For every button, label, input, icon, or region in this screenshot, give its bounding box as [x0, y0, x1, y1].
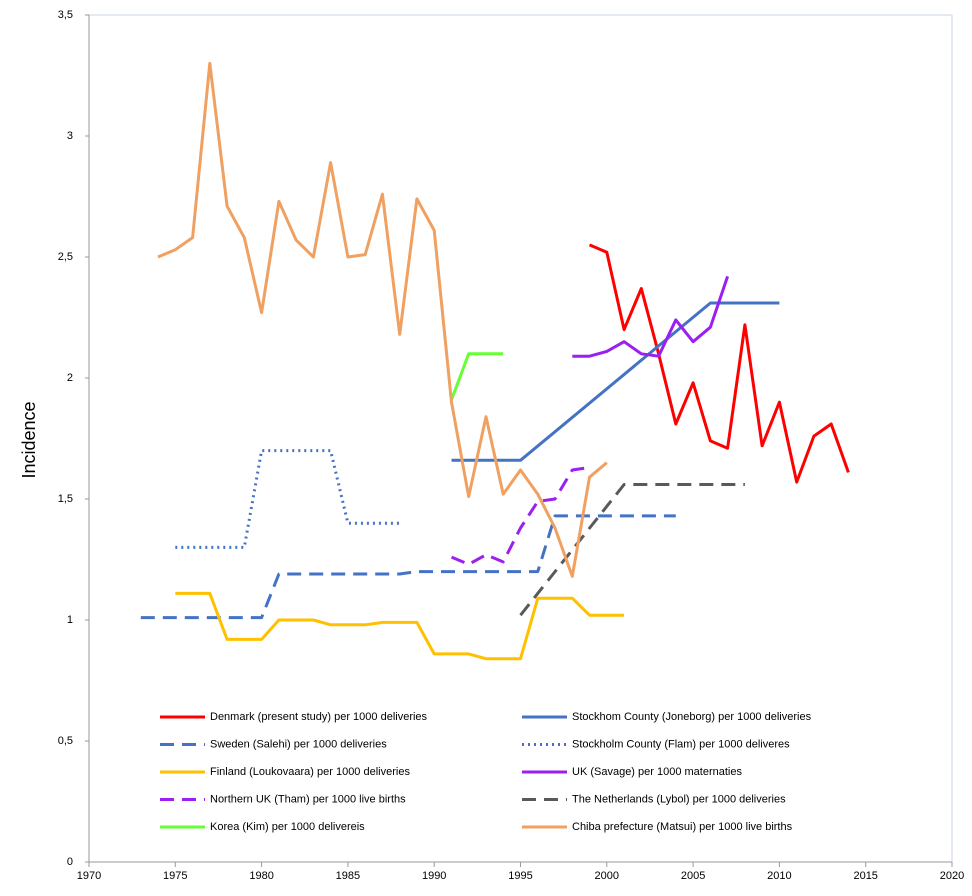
legend-label: Finland (Loukovaara) per 1000 deliveries — [210, 766, 410, 778]
y-tick-label: 2,5 — [58, 251, 73, 263]
legend-label: Stockhom County (Joneborg) per 1000 deli… — [572, 711, 812, 723]
line — [451, 301, 780, 462]
legend-label: Stockholm County (Flam) per 1000 deliver… — [572, 738, 790, 750]
x-tick-label: 1975 — [163, 870, 187, 882]
legend-label: Chiba prefecture (Matsui) per 1000 live … — [572, 821, 793, 833]
line — [175, 591, 625, 661]
legend-label: Denmark (present study) per 1000 deliver… — [210, 711, 428, 723]
line — [572, 275, 730, 358]
x-tick-label: 1985 — [336, 870, 360, 882]
y-tick-label: 1,5 — [58, 493, 73, 505]
legend-label: Sweden (Salehi) per 1000 deliveries — [210, 738, 387, 750]
x-tick-label: 2020 — [940, 870, 964, 882]
y-tick-label: 0,5 — [58, 735, 73, 747]
x-tick-label: 1980 — [249, 870, 273, 882]
line — [588, 243, 850, 484]
legend-label: The Netherlands (Lybol) per 1000 deliver… — [572, 793, 786, 805]
y-tick-label: 3,5 — [58, 9, 73, 21]
x-tick-label: 1995 — [508, 870, 532, 882]
line — [140, 514, 676, 620]
line — [157, 61, 608, 578]
y-tick-label: 3 — [67, 130, 73, 142]
x-tick-label: 1970 — [77, 870, 101, 882]
legend-label: UK (Savage) per 1000 maternaties — [572, 766, 742, 778]
x-tick-label: 2015 — [853, 870, 877, 882]
x-tick-label: 2000 — [595, 870, 619, 882]
x-tick-label: 2005 — [681, 870, 705, 882]
y-axis-label: Incidence — [19, 401, 39, 478]
legend-label: Northern UK (Tham) per 1000 live births — [210, 793, 406, 805]
line — [450, 352, 504, 401]
y-tick-label: 1 — [67, 614, 73, 626]
x-tick-label: 2010 — [767, 870, 791, 882]
line — [175, 449, 400, 549]
legend-label: Korea (Kim) per 1000 delivereis — [210, 821, 365, 833]
y-tick-label: 2 — [67, 372, 73, 384]
y-tick-label: 0 — [67, 856, 73, 868]
x-tick-label: 1990 — [422, 870, 446, 882]
line — [450, 466, 590, 566]
line — [519, 483, 745, 617]
